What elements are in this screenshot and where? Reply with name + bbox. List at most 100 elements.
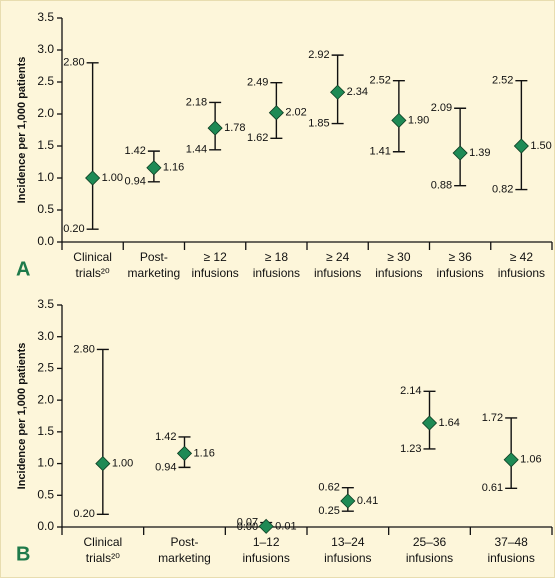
marker xyxy=(207,120,223,136)
value-label: 1.90 xyxy=(408,114,429,126)
y-tick-label: 3.5 xyxy=(37,10,54,24)
marker xyxy=(95,456,111,472)
y-tick-label: 2.5 xyxy=(37,74,54,88)
upper-label: 2.52 xyxy=(369,75,390,87)
lower-label: 0.20 xyxy=(73,508,94,520)
upper-label: 1.42 xyxy=(124,145,145,157)
x-tick-label: ≥ 30 xyxy=(387,250,411,264)
x-tick-label: Post- xyxy=(170,535,198,549)
upper-label: 1.42 xyxy=(155,431,176,443)
marker xyxy=(503,452,519,468)
lower-label: 0.25 xyxy=(318,505,339,517)
value-label: 1.78 xyxy=(224,122,245,134)
y-tick-label: 2.0 xyxy=(37,392,54,406)
lower-label: 0.20 xyxy=(63,223,84,235)
marker xyxy=(513,138,529,154)
x-tick-label: 1–12 xyxy=(253,535,280,549)
value-label: 2.02 xyxy=(285,107,306,119)
lower-label: 1.62 xyxy=(247,132,268,144)
y-tick-label: 0.5 xyxy=(37,487,54,501)
value-label: 1.06 xyxy=(520,454,541,466)
upper-label: 2.92 xyxy=(308,49,329,61)
y-axis-label: Incidence per 1,000 patients xyxy=(16,57,28,204)
y-tick-label: 0.5 xyxy=(37,202,54,216)
x-tick-label: marketing xyxy=(158,551,211,565)
upper-label: 0.62 xyxy=(318,482,339,494)
upper-label: 2.49 xyxy=(247,77,268,89)
value-label: 0.01 xyxy=(275,520,296,532)
marker xyxy=(330,84,346,100)
value-label: 0.41 xyxy=(357,495,378,507)
y-tick-label: 2.0 xyxy=(37,106,54,120)
panel-label: B xyxy=(16,543,30,565)
marker xyxy=(340,493,356,509)
y-tick-label: 1.0 xyxy=(37,170,54,184)
x-tick-label: Post- xyxy=(140,250,168,264)
x-tick-label: ≥ 24 xyxy=(326,250,350,264)
upper-label: 2.80 xyxy=(63,57,84,69)
x-tick-label: trials²⁰ xyxy=(76,266,110,280)
marker xyxy=(268,105,284,121)
panel-label: A xyxy=(16,258,30,280)
x-tick-label: infusions xyxy=(498,266,545,280)
upper-label: 2.18 xyxy=(186,96,207,108)
x-tick-label: ≥ 12 xyxy=(203,250,227,264)
value-label: 1.16 xyxy=(194,447,215,459)
marker xyxy=(85,170,101,186)
lower-label: 1.23 xyxy=(400,443,421,455)
x-tick-label: infusions xyxy=(487,551,534,565)
x-tick-label: infusions xyxy=(324,551,371,565)
y-tick-label: 1.5 xyxy=(37,138,54,152)
lower-label: 0.94 xyxy=(124,176,145,188)
upper-label: 2.80 xyxy=(73,343,94,355)
y-tick-label: 2.5 xyxy=(37,361,54,375)
error-bar xyxy=(86,62,99,230)
y-tick-label: 0.0 xyxy=(37,234,54,248)
y-tick-label: 1.0 xyxy=(37,456,54,470)
x-tick-label: trials²⁰ xyxy=(86,551,120,565)
x-tick-label: 37–48 xyxy=(494,535,528,549)
x-tick-label: 25–36 xyxy=(413,535,447,549)
x-tick-label: infusions xyxy=(242,551,289,565)
lower-label: 0.94 xyxy=(155,461,176,473)
lower-label: 1.44 xyxy=(186,144,207,156)
upper-label: 2.09 xyxy=(431,102,452,114)
lower-label: 0.61 xyxy=(482,482,503,494)
value-label: 1.50 xyxy=(530,140,551,152)
marker xyxy=(176,445,193,461)
value-label: 1.64 xyxy=(439,417,460,429)
lower-label: 0.82 xyxy=(492,183,513,195)
x-tick-label: Clinical xyxy=(83,535,122,549)
x-tick-label: infusions xyxy=(436,266,483,280)
y-tick-label: 0.0 xyxy=(37,519,54,533)
x-tick-label: infusions xyxy=(406,551,453,565)
value-label: 2.34 xyxy=(347,86,368,98)
value-label: 1.39 xyxy=(469,147,490,159)
error-bar xyxy=(96,348,109,516)
lower-label: 1.41 xyxy=(369,146,390,158)
marker xyxy=(258,518,274,534)
y-axis-label: Incidence per 1,000 patients xyxy=(16,343,28,490)
x-tick-label: marketing xyxy=(128,266,181,280)
x-tick-label: ≥ 18 xyxy=(265,250,289,264)
x-tick-label: infusions xyxy=(253,266,300,280)
y-tick-label: 1.5 xyxy=(37,424,54,438)
x-tick-label: ≥ 36 xyxy=(448,250,472,264)
lower-label: 0.00 xyxy=(237,521,258,533)
marker xyxy=(421,415,438,431)
lower-label: 1.85 xyxy=(308,118,329,130)
x-tick-label: 13–24 xyxy=(331,535,365,549)
x-tick-label: infusions xyxy=(375,266,422,280)
y-tick-label: 3.5 xyxy=(37,297,54,311)
y-tick-label: 3.0 xyxy=(37,329,54,343)
value-label: 1.00 xyxy=(102,172,123,184)
upper-label: 2.52 xyxy=(492,75,513,87)
marker xyxy=(452,145,468,161)
x-tick-label: Clinical xyxy=(73,250,112,264)
marker xyxy=(391,112,407,128)
value-label: 1.16 xyxy=(163,162,184,174)
error-bar xyxy=(515,80,528,191)
x-tick-label: infusions xyxy=(191,266,238,280)
y-tick-label: 3.0 xyxy=(37,42,54,56)
